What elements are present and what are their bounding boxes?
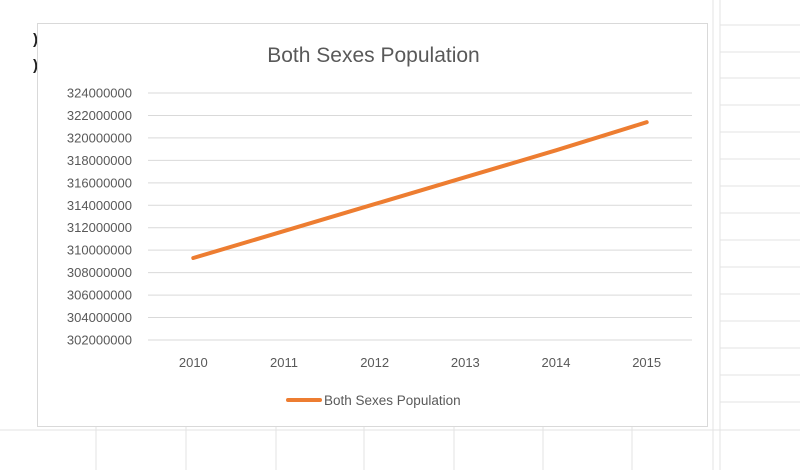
y-tick-label: 306000000 [67, 288, 132, 303]
legend-label: Both Sexes Population [324, 392, 461, 408]
chart-title: Both Sexes Population [267, 44, 480, 67]
line-chart: 324000000 322000000 320000000 318000000 3160… [67, 86, 692, 370]
y-tick-label: 324000000 [67, 86, 132, 101]
y-tick-label: 312000000 [67, 220, 132, 235]
y-tick-label: 320000000 [67, 130, 132, 145]
x-tick-label: 2010 [179, 355, 208, 370]
y-tick-label: 322000000 [67, 108, 132, 123]
y-tick-label: 304000000 [67, 310, 132, 325]
x-tick-label: 2015 [632, 355, 661, 370]
legend: Both Sexes Population [286, 390, 461, 410]
y-tick-label: 310000000 [67, 243, 132, 258]
cell-fragment: ) [33, 57, 38, 74]
cell-fragment: ) [33, 31, 38, 48]
x-tick-label: 2013 [451, 355, 480, 370]
x-tick-label: 2012 [360, 355, 389, 370]
x-tick-label: 2011 [270, 355, 298, 370]
y-tick-label: 316000000 [67, 175, 132, 190]
y-tick-label: 308000000 [67, 265, 132, 280]
y-tick-label: 318000000 [67, 153, 132, 168]
x-tick-label: 2014 [542, 355, 571, 370]
chart-area[interactable]: 324000000 322000000 320000000 318000000 3160… [37, 23, 708, 427]
legend-swatch [286, 398, 322, 402]
y-tick-label: 314000000 [67, 198, 132, 213]
y-tick-label: 302000000 [67, 333, 132, 348]
series-line [191, 120, 649, 260]
